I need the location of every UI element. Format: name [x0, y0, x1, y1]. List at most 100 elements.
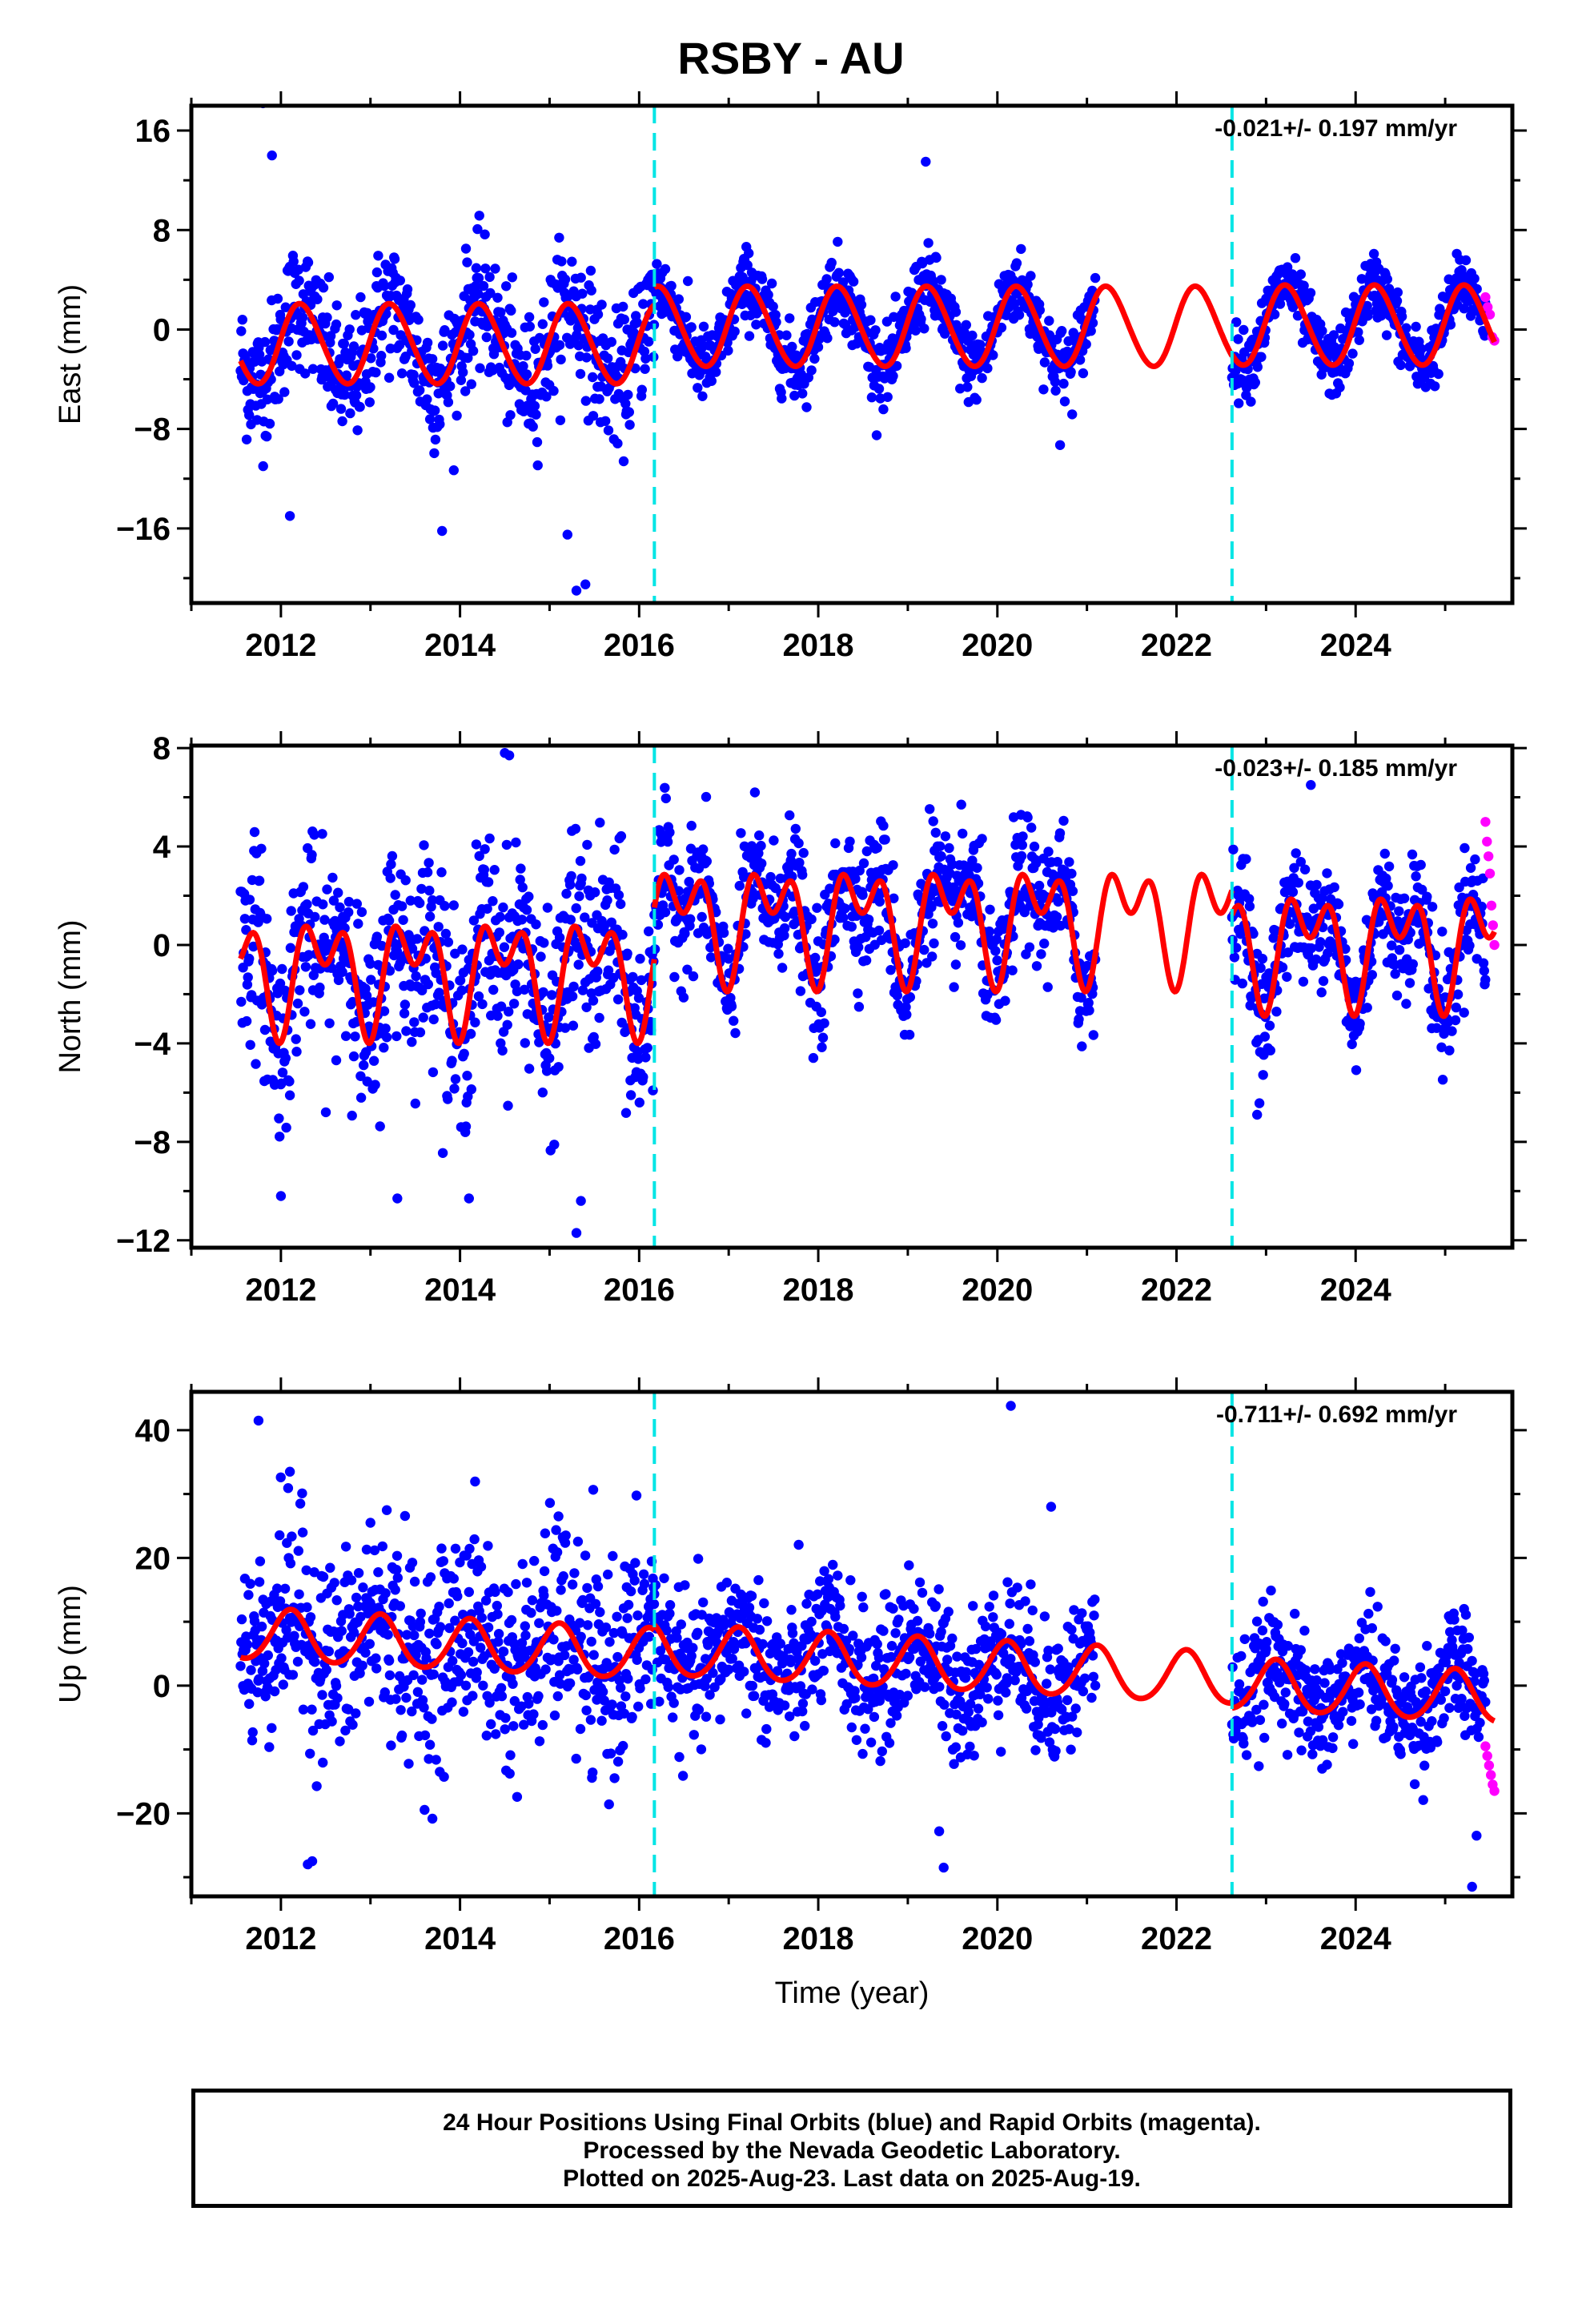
final-orbit-point — [350, 1031, 360, 1042]
final-orbit-point — [886, 1641, 897, 1651]
final-orbit-point — [281, 1625, 291, 1635]
final-orbit-point — [457, 1638, 468, 1649]
final-orbit-point — [315, 982, 325, 993]
final-orbit-point — [515, 875, 525, 885]
final-orbit-point — [1244, 894, 1255, 904]
final-orbit-point — [900, 938, 910, 949]
final-orbit-point — [363, 1696, 375, 1707]
final-orbit-point — [248, 941, 259, 952]
y-tick-label: 0 — [153, 928, 171, 963]
final-orbit-point — [570, 823, 581, 834]
final-orbit-point — [415, 1027, 426, 1038]
final-orbit-point — [456, 985, 467, 995]
rapid-orbit-point — [1484, 309, 1496, 320]
final-orbit-point — [554, 1670, 565, 1680]
final-orbit-point — [736, 828, 746, 838]
final-orbit-point — [1086, 326, 1096, 336]
final-orbit-point — [1282, 262, 1293, 272]
final-orbit-point — [348, 1051, 359, 1062]
final-orbit-point — [450, 948, 460, 959]
final-orbit-point — [538, 987, 548, 998]
final-orbit-point — [884, 1738, 895, 1748]
final-orbit-point — [789, 1731, 800, 1742]
final-orbit-point — [428, 1067, 439, 1078]
final-orbit-point — [816, 1695, 826, 1706]
final-orbit-point — [488, 896, 498, 907]
final-orbit-point — [479, 864, 489, 875]
final-orbit-point — [622, 948, 632, 959]
final-orbit-point — [1234, 398, 1244, 408]
final-orbit-point — [531, 919, 541, 930]
final-orbit-point — [513, 959, 524, 970]
final-orbit-point — [905, 991, 916, 1003]
final-orbit-point — [1039, 357, 1050, 368]
final-orbit-point — [661, 1625, 672, 1636]
plot-frame-east — [189, 103, 1515, 605]
final-orbit-point — [1081, 339, 1091, 350]
final-orbit-point — [476, 1613, 487, 1623]
final-orbit-point — [345, 408, 355, 419]
final-orbit-point — [571, 1753, 581, 1764]
final-orbit-point — [858, 858, 869, 869]
final-orbit-point — [1322, 868, 1332, 879]
final-orbit-point — [678, 992, 689, 1003]
final-orbit-point — [715, 1714, 725, 1725]
final-orbit-point — [517, 1558, 528, 1570]
final-orbit-point — [274, 1113, 284, 1124]
final-orbit-point — [401, 1692, 412, 1703]
final-orbit-point — [763, 289, 773, 300]
final-orbit-point — [1074, 355, 1086, 365]
final-orbit-point — [769, 835, 779, 846]
final-orbit-point — [529, 1555, 540, 1566]
final-orbit-point — [387, 850, 398, 862]
final-orbit-point — [509, 1695, 520, 1707]
final-orbit-point — [396, 368, 408, 379]
final-orbit-point — [554, 232, 564, 243]
final-orbit-point — [1277, 962, 1288, 973]
final-orbit-point — [1034, 305, 1046, 316]
final-orbit-point — [516, 1638, 528, 1648]
final-orbit-point — [417, 1675, 428, 1685]
final-orbit-point — [936, 1626, 946, 1637]
final-orbit-point — [424, 1739, 436, 1750]
final-orbit-point — [504, 1768, 515, 1779]
final-orbit-point — [333, 887, 343, 898]
final-orbit-point — [686, 820, 697, 831]
final-orbit-point — [307, 1704, 317, 1715]
final-orbit-point — [1058, 378, 1069, 389]
final-orbit-point — [277, 963, 287, 975]
final-orbit-point — [554, 932, 565, 943]
final-orbit-point — [644, 1631, 655, 1642]
final-orbit-point — [726, 1001, 737, 1011]
final-orbit-point — [877, 1746, 888, 1757]
final-orbit-point — [548, 385, 559, 396]
final-orbit-point — [934, 841, 946, 852]
final-orbit-point — [508, 1679, 518, 1689]
final-orbit-point — [808, 1052, 819, 1063]
final-orbit-point — [666, 280, 677, 292]
final-orbit-point — [318, 283, 329, 293]
final-orbit-point — [730, 1027, 741, 1039]
final-orbit-point — [586, 285, 596, 296]
final-orbit-point — [376, 351, 387, 361]
final-orbit-point — [1233, 334, 1243, 344]
final-orbit-point — [634, 1097, 644, 1108]
final-orbit-point — [1395, 360, 1406, 371]
final-orbit-point — [237, 315, 247, 325]
final-orbit-point — [861, 931, 871, 943]
final-orbit-point — [249, 1616, 260, 1626]
rapid-orbit-point — [1486, 900, 1497, 911]
final-orbit-point — [870, 325, 881, 336]
final-orbit-point — [797, 1699, 809, 1709]
final-orbit-point — [302, 1602, 312, 1613]
final-orbit-point — [689, 1730, 699, 1740]
final-orbit-point — [1076, 992, 1086, 1003]
final-orbit-point — [627, 1711, 637, 1723]
final-orbit-point — [379, 1006, 390, 1016]
final-orbit-point — [845, 836, 855, 847]
final-orbit-point — [1090, 272, 1101, 283]
y-axis-label: North (mm) — [54, 919, 87, 1073]
final-orbit-point — [1329, 882, 1339, 893]
final-orbit-point — [787, 1628, 798, 1638]
final-orbit-point — [484, 271, 495, 283]
